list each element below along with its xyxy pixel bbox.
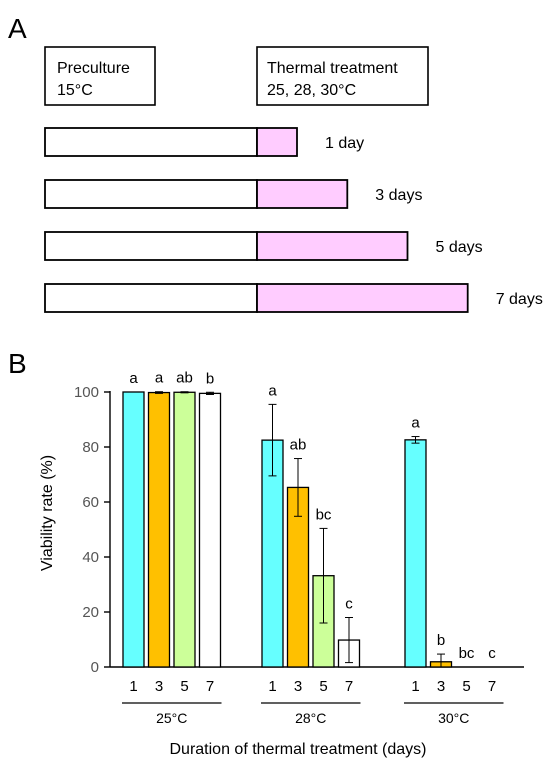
treatment-segment-5	[256, 231, 409, 261]
x-tick-label-duration: 7	[206, 678, 214, 695]
significance-letter: a	[268, 382, 277, 399]
significance-letter: b	[206, 370, 214, 387]
x-tick-label-duration: 1	[411, 678, 419, 695]
bar-25°C-7	[198, 392, 222, 668]
y-tick-label: 0	[91, 659, 99, 676]
thermal-treatment-box	[256, 46, 429, 106]
bar-25°C-5	[173, 391, 196, 668]
panel-a-letter: A	[8, 13, 27, 44]
significance-letter: a	[155, 370, 164, 387]
treatment-segment-7	[256, 283, 469, 313]
thermal-treatment-box-title: Thermal treatment	[267, 60, 398, 77]
bar-25°C-3	[147, 391, 171, 668]
preculture-box-title: Preculture	[57, 60, 130, 77]
significance-letter: a	[129, 370, 138, 387]
timeline-label-5: 5 days	[436, 239, 483, 256]
preculture-box	[44, 46, 156, 106]
treatment-segment-3	[256, 179, 349, 209]
timeline-label-1: 1 day	[325, 135, 364, 152]
x-tick-label-duration: 5	[180, 678, 188, 695]
timelines: 1 day 3 days 5 days 7 days	[44, 127, 543, 313]
significance-letter: bc	[316, 506, 332, 523]
preculture-segment-5	[44, 231, 258, 261]
panel-b-letter: B	[8, 348, 27, 379]
x-tick-label-duration: 3	[294, 678, 302, 695]
y-tick-label: 80	[82, 439, 99, 456]
y-axis-label: Viability rate (%)	[39, 455, 56, 571]
x-tick-label-duration: 1	[129, 678, 137, 695]
x-tick-label-duration: 5	[462, 678, 470, 695]
significance-letter: ab	[176, 370, 193, 387]
y-tick-label: 40	[82, 549, 99, 566]
x-tick-label-duration: 7	[488, 678, 496, 695]
bar-25°C-1	[122, 391, 145, 668]
y-ticks: 0 20 40 60 80 100	[74, 384, 110, 676]
x-axis-label: Duration of thermal treatment (days)	[170, 741, 427, 758]
group-label-temperature: 25°C	[156, 710, 187, 726]
y-tick-label: 20	[82, 604, 99, 621]
significance-letter: c	[488, 645, 496, 662]
preculture-segment-7	[44, 283, 258, 313]
thermal-treatment-box-temps: 25, 28, 30°C	[267, 82, 356, 99]
x-tick-label-duration: 1	[268, 678, 276, 695]
timeline-label-3: 3 days	[375, 187, 422, 204]
significance-letter: b	[437, 632, 445, 649]
y-tick-label: 100	[74, 384, 99, 401]
significance-letter: a	[411, 415, 420, 432]
significance-letter: c	[345, 596, 353, 613]
preculture-segment-1	[44, 127, 258, 157]
y-tick-label: 60	[82, 494, 99, 511]
treatment-segment-1	[256, 127, 298, 157]
significance-letter: bc	[459, 645, 475, 662]
x-tick-label-duration: 5	[319, 678, 327, 695]
preculture-box-temp: 15°C	[57, 82, 93, 99]
bar-30°C-1	[404, 439, 427, 668]
group-label-temperature: 30°C	[438, 710, 469, 726]
preculture-segment-3	[44, 179, 258, 209]
x-tick-label-duration: 7	[345, 678, 353, 695]
x-groups: 1 3 5 725°C1 3 5 728°C1 3 5 730°C	[122, 678, 504, 726]
significance-letter: ab	[290, 437, 307, 454]
x-tick-label-duration: 3	[437, 678, 445, 695]
timeline-label-7: 7 days	[496, 291, 543, 308]
group-label-temperature: 28°C	[295, 710, 326, 726]
x-tick-label-duration: 3	[155, 678, 163, 695]
panel-a: A Preculture 15°C Thermal treatment 25, …	[8, 13, 543, 313]
